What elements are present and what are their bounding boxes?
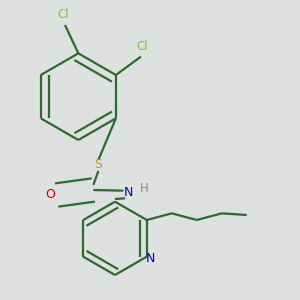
Text: O: O bbox=[46, 188, 56, 202]
Text: S: S bbox=[94, 158, 102, 172]
Text: Cl: Cl bbox=[137, 40, 148, 53]
Text: N: N bbox=[146, 252, 155, 265]
Text: H: H bbox=[140, 182, 149, 196]
Text: Cl: Cl bbox=[58, 8, 69, 21]
Text: N: N bbox=[124, 186, 133, 199]
